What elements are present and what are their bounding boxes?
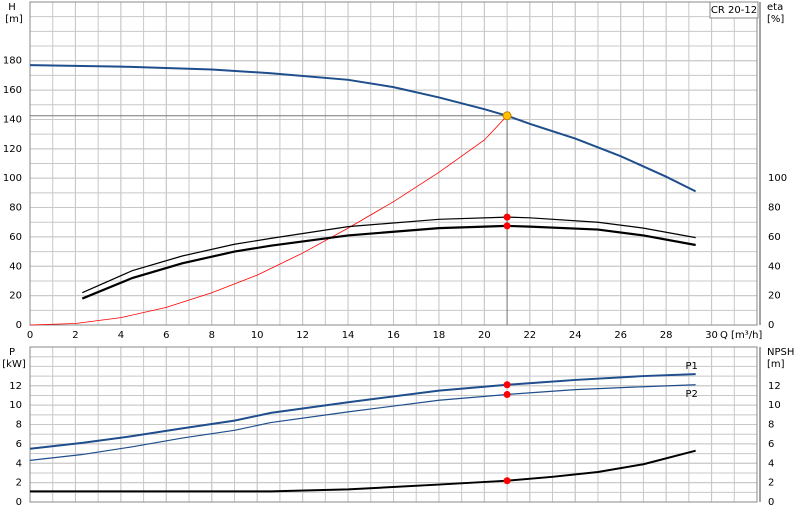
x-tick-label: 0 — [27, 330, 33, 341]
operating-marker — [503, 381, 511, 389]
y-tick-label: 6 — [16, 439, 22, 450]
x-tick-label: 28 — [660, 330, 673, 341]
y2-tick-label: 20 — [768, 291, 781, 302]
x-tick-label: 26 — [614, 330, 627, 341]
x-tick-label: 30 — [705, 330, 718, 341]
y-axis-unit: [kW] — [2, 359, 26, 370]
x-tick-label: 4 — [118, 330, 124, 341]
operating-marker — [503, 213, 511, 221]
series-line — [29, 373, 696, 450]
series-line — [82, 216, 696, 294]
x-tick-label: 14 — [342, 330, 355, 341]
annotation-box — [709, 1, 759, 19]
y-tick-label: 8 — [16, 420, 22, 431]
x-tick-label: 6 — [163, 330, 169, 341]
y2-tick-label: 100 — [768, 173, 787, 184]
y2-tick-label: 12 — [768, 381, 781, 392]
y-tick-label: 180 — [3, 56, 22, 67]
y-tick-label: 160 — [3, 85, 22, 96]
y2-axis-label: NPSH — [767, 347, 794, 358]
series-line — [29, 384, 696, 461]
operating-point — [502, 111, 512, 121]
operating-marker — [503, 390, 511, 398]
series-line — [30, 449, 696, 493]
operating-marker — [503, 477, 511, 485]
x-tick-label: 18 — [433, 330, 446, 341]
series-label: P2 — [685, 389, 697, 400]
y2-tick-label: 6 — [768, 439, 774, 450]
y2-axis-unit: [m] — [767, 359, 785, 370]
y-tick-label: 2 — [16, 478, 22, 489]
series-line — [29, 115, 508, 326]
y-tick-label: 0 — [16, 320, 22, 331]
plot-frame — [29, 1, 758, 326]
x-tick-label: 10 — [251, 330, 264, 341]
y-tick-label: 100 — [3, 173, 22, 184]
x-tick-label: 16 — [387, 330, 400, 341]
x-axis-label: Q [m³/h] — [720, 330, 762, 341]
x-tick-label: 8 — [209, 330, 215, 341]
plot-frame — [29, 346, 758, 503]
annotation: CR 20-12 — [711, 5, 757, 16]
y2-tick-label: 4 — [768, 458, 774, 469]
y2-tick-label: 80 — [768, 203, 781, 214]
operating-marker — [503, 222, 511, 230]
y2-axis-label: eta — [767, 2, 783, 13]
series-label: P1 — [685, 361, 697, 372]
x-tick-label: 2 — [72, 330, 78, 341]
y-tick-label: 60 — [9, 232, 22, 243]
y-tick-label: 0 — [16, 497, 22, 508]
series-line — [29, 64, 697, 193]
y-axis-unit: [m] — [5, 14, 23, 25]
y-tick-label: 4 — [16, 458, 22, 469]
y-axis-label: H — [8, 2, 16, 13]
x-tick-label: 12 — [296, 330, 309, 341]
y2-axis-unit: [%] — [767, 14, 784, 25]
y-tick-label: 20 — [9, 291, 22, 302]
y2-tick-label: 0 — [768, 497, 774, 508]
y2-tick-label: 2 — [768, 478, 774, 489]
y-tick-label: 140 — [3, 114, 22, 125]
y2-tick-label: 40 — [768, 261, 781, 272]
y-tick-label: 80 — [9, 203, 22, 214]
series-line — [81, 224, 696, 300]
y-tick-label: 120 — [3, 144, 22, 155]
y2-tick-label: 0 — [768, 320, 774, 331]
y2-tick-label: 8 — [768, 420, 774, 431]
x-tick-label: 24 — [569, 330, 582, 341]
y2-tick-label: 60 — [768, 232, 781, 243]
y-tick-label: 12 — [9, 381, 22, 392]
y-tick-label: 40 — [9, 261, 22, 272]
x-tick-label: 20 — [478, 330, 491, 341]
y2-tick-label: 10 — [768, 400, 781, 411]
y-axis-label: P — [9, 347, 15, 358]
y-tick-label: 10 — [9, 400, 22, 411]
x-tick-label: 22 — [523, 330, 536, 341]
